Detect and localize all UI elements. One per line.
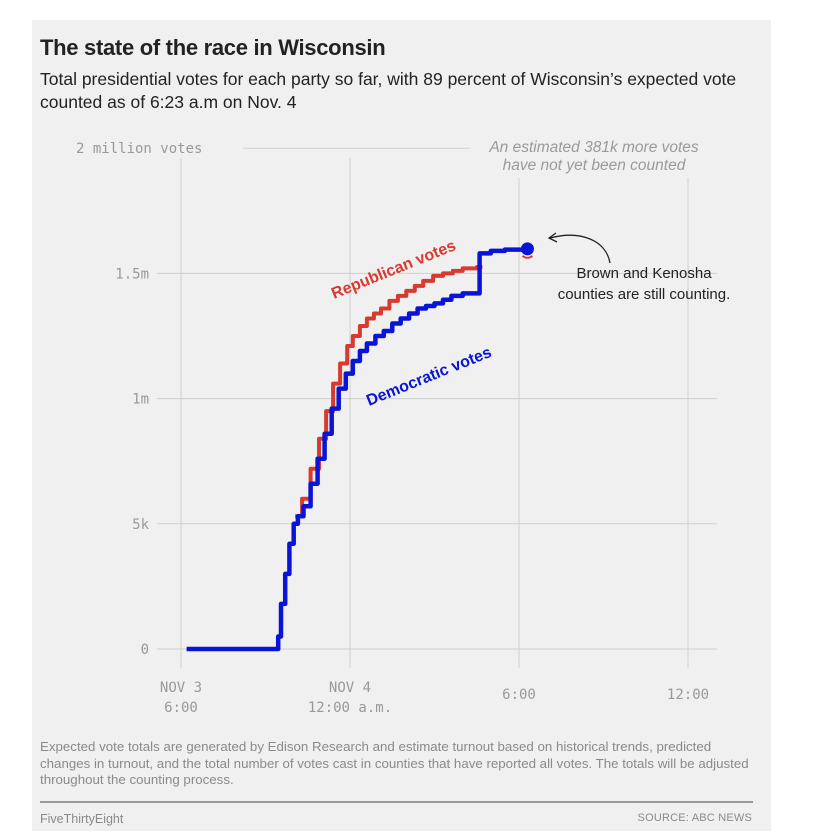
arrowhead-icon: [547, 232, 558, 243]
y-tick-label: 1m: [132, 392, 149, 408]
republican-votes-line: [295, 265, 483, 519]
source-credit: SOURCE: ABC NEWS: [637, 812, 752, 824]
y-tick-label: 0: [141, 642, 149, 658]
y-tick-label: 1.5m: [115, 266, 149, 282]
x-tick-label: NOV 4: [329, 680, 371, 696]
x-tick-label: 6:00: [502, 687, 536, 703]
republican-endpoint-marker: [521, 255, 534, 259]
x-axis: NOV 3 6:00 NOV 4 12:00 a.m. 6:00 12:00: [160, 680, 709, 716]
x-tick-label: 6:00: [164, 700, 198, 716]
remaining-votes-annotation-line1: An estimated 381k more votes: [488, 139, 699, 156]
counties-annotation-line1: Brown and Kenosha: [576, 265, 712, 282]
annotation-arrow-icon: [549, 234, 611, 264]
methodology-note: Expected vote totals are generated by Ed…: [40, 739, 749, 787]
republican-series-label: Republican votes: [329, 237, 458, 302]
y-tick-label: 2 million votes: [76, 141, 202, 157]
grid: [157, 147, 717, 668]
x-tick-label: 12:00: [667, 687, 709, 703]
chart-card: [32, 20, 771, 831]
counties-annotation-line2: counties are still counting.: [558, 286, 731, 303]
democratic-series-label: Democratic votes: [364, 344, 494, 410]
republican-series: [295, 265, 483, 519]
x-tick-label: NOV 3: [160, 680, 202, 696]
y-tick-label: 5k: [132, 517, 149, 533]
footer-divider: [40, 801, 753, 803]
y-axis: 0 5k 1m 1.5m 2 million votes: [76, 141, 202, 658]
x-tick-label: 12:00 a.m.: [308, 700, 392, 716]
democratic-votes-line: [186, 247, 530, 652]
chart-subtitle: Total presidential votes for each party …: [40, 69, 737, 112]
remaining-votes-annotation-line2: have not yet been counted: [503, 157, 687, 174]
brand-credit: FiveThirtyEight: [40, 812, 124, 826]
democratic-endpoint-marker: [520, 242, 534, 256]
chart-title: The state of the race in Wisconsin: [40, 35, 386, 60]
democratic-series: [186, 242, 534, 652]
